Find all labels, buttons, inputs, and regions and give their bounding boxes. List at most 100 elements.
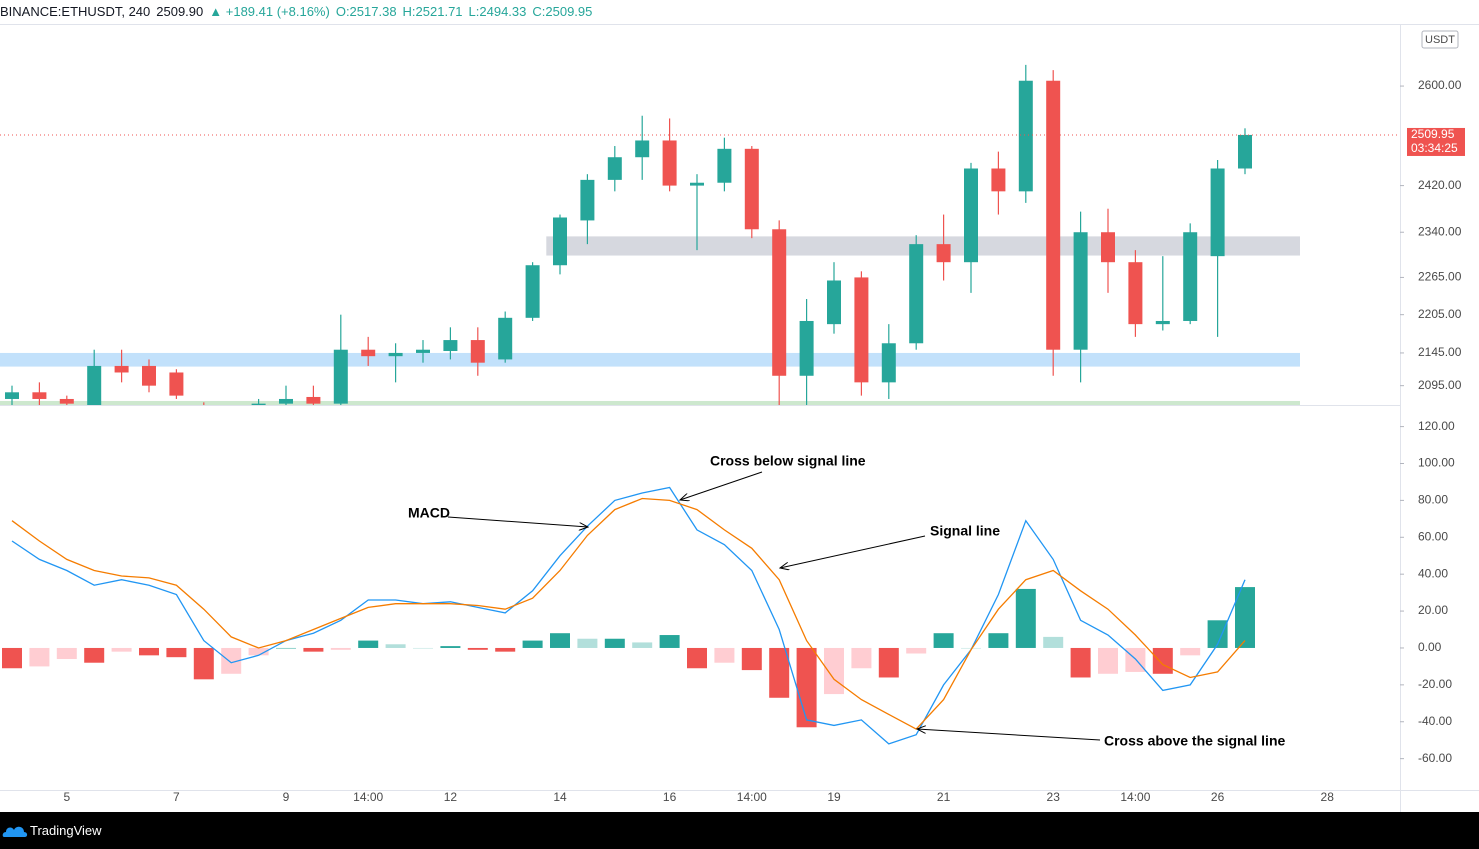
currency: USDT (1425, 34, 1455, 46)
histogram-bar (84, 647, 105, 663)
candle-body (1238, 134, 1252, 169)
x-tick-label: 23 (1047, 790, 1061, 804)
histogram-bar (961, 647, 981, 649)
histogram-bar (851, 647, 872, 669)
y-tick-label: 2420.00 (1418, 178, 1462, 192)
y-tick-label: -20.00 (1418, 677, 1452, 691)
x-tick-label: 5 (63, 790, 70, 804)
histogram-bar (2, 647, 22, 669)
candle-body (1101, 232, 1115, 263)
currency-badge[interactable] (1421, 30, 1459, 49)
candle-body (717, 148, 732, 183)
x-tick-label: 12 (444, 790, 458, 804)
histogram-bar (741, 647, 762, 671)
symbol[interactable]: BINANCE:ETHUSDT, 240 (0, 3, 151, 19)
histogram-bar (659, 635, 680, 648)
y-tick-label: 2340.00 (1418, 224, 1462, 238)
candle-body (169, 372, 184, 396)
last-price: 2509.95 (1411, 127, 1455, 141)
y-tick-label: 2145.00 (1418, 345, 1462, 359)
ohlc-high: H:2521.71 (402, 3, 463, 19)
candle-body (854, 277, 869, 383)
y-tick-label: 60.00 (1418, 529, 1448, 543)
y-tick-label: -60.00 (1418, 751, 1452, 765)
histogram-bar (358, 640, 379, 648)
candle-body (1073, 232, 1088, 350)
last-price-box (1407, 127, 1465, 156)
candle-body (361, 349, 376, 357)
candle-body (333, 349, 348, 404)
candle-body (635, 140, 650, 158)
histogram-bar (413, 647, 433, 649)
x-tick-label: 28 (1321, 790, 1335, 804)
x-tick-label: 21 (937, 790, 951, 804)
change: ▲ +189.41 (+8.16%) (209, 3, 330, 19)
candle-body (580, 179, 595, 221)
y-tick-label: 100.00 (1418, 456, 1455, 470)
y-tick-label: 2265.00 (1418, 270, 1462, 284)
candle-body (1046, 80, 1061, 350)
price: 2509.90 (156, 3, 204, 19)
histogram-bar (769, 647, 790, 698)
symbol-header: BINANCE:ETHUSDT, 240 2509.90 ▲ +189.41 (… (0, 0, 1479, 22)
histogram-bar (1015, 588, 1036, 648)
histogram-bar (303, 647, 324, 652)
candle-body (498, 317, 513, 360)
histogram-bar (577, 638, 598, 648)
candle-body (799, 320, 814, 376)
y-tick-label: 20.00 (1418, 603, 1448, 617)
x-tick-label: 14:00 (737, 790, 767, 804)
candle-body (470, 340, 485, 363)
axes: 2095.002145.002205.002265.002340.002420.… (63, 78, 1465, 804)
histogram-bar (988, 633, 1009, 648)
candle-body (525, 265, 540, 318)
histogram-bar (440, 646, 461, 648)
candle-body (443, 340, 458, 352)
annotation: MACD (408, 505, 450, 521)
histogram-bar (139, 647, 159, 656)
y-tick-label: 2600.00 (1418, 78, 1462, 92)
candle-body (279, 398, 293, 404)
candle-body (224, 412, 238, 415)
y-tick-label: 0.00 (1418, 640, 1442, 654)
annotations: MACD Cross below signal line Signal line… (408, 453, 1285, 749)
brand[interactable]: TradingView (30, 823, 102, 838)
histogram-bar (906, 647, 927, 654)
histogram-bar (687, 647, 707, 669)
histogram-bar (1070, 647, 1091, 678)
candle-body (1018, 80, 1033, 192)
candle-body (909, 244, 924, 344)
histogram-bar (1098, 647, 1118, 674)
x-tick-label: 14:00 (1120, 790, 1150, 804)
histogram-bar (56, 647, 77, 660)
x-tick-label: 14:00 (353, 790, 383, 804)
zone (0, 352, 1300, 367)
histogram-bar (1180, 647, 1201, 656)
x-tick-label: 9 (283, 790, 290, 804)
annotation: Cross below signal line (710, 453, 866, 469)
x-tick-label: 16 (663, 790, 677, 804)
y-tick-label: 2095.00 (1418, 378, 1462, 392)
annotation: Signal line (930, 523, 1000, 539)
histogram-bar (111, 647, 132, 652)
histogram-bar (467, 647, 488, 650)
arrow (447, 516, 588, 527)
candle-body (142, 365, 156, 386)
histogram-bar (796, 647, 817, 728)
histogram-bar (221, 647, 242, 674)
histogram-bar (29, 647, 50, 667)
annotation: Cross above the signal line (1104, 733, 1285, 749)
candle-body (5, 392, 19, 399)
candle-body (1183, 232, 1198, 321)
x-tick-label: 7 (173, 790, 180, 804)
candle-body (772, 229, 787, 376)
y-tick-label: 40.00 (1418, 566, 1448, 580)
histogram-bar (632, 642, 653, 648)
y-tick-label: 2205.00 (1418, 307, 1462, 321)
candle-body (59, 398, 74, 404)
histogram-bar (1235, 587, 1255, 648)
arrow (680, 471, 763, 500)
histogram-bar (193, 647, 214, 680)
histogram-bar (1152, 647, 1173, 674)
